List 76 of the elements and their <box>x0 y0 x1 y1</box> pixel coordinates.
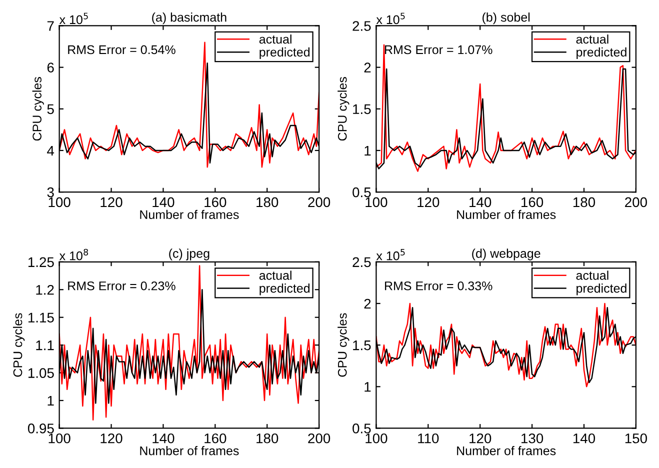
legend-label: predicted <box>576 284 626 296</box>
legend-label: actual <box>259 270 292 280</box>
y-tick-label: 4 <box>47 146 54 156</box>
x-tick-label: 130 <box>522 433 544 444</box>
x-tick-label: 120 <box>418 197 440 208</box>
x-tick-label: 100 <box>366 197 388 208</box>
text: x 10$^{5}$ <box>376 12 405 24</box>
y-tick-label: 2 <box>364 62 371 72</box>
y-axis-title: CPU cycles <box>338 313 350 377</box>
y-axis-title: CPU cycles <box>338 77 350 141</box>
line-series <box>59 265 320 421</box>
legend-label: predicted <box>260 47 310 60</box>
legend-label: actual <box>576 34 608 44</box>
text: x 10$^{5}$ <box>376 248 405 260</box>
legend-label: actual <box>576 270 608 280</box>
x-tick-label: 150 <box>625 433 647 444</box>
text: x 10$^{5}$ <box>59 12 88 24</box>
x-axis-title: Number of frames <box>457 210 556 220</box>
x-tick-label: 200 <box>308 433 330 444</box>
y-tick-label: 1.25 <box>28 257 54 268</box>
x-tick-label: 200 <box>625 197 647 208</box>
x-tick-label: 140 <box>470 197 492 208</box>
x-tick-label: 140 <box>152 433 174 444</box>
chart-title: (a) basicmath <box>152 12 226 24</box>
x-tick-label: 110 <box>418 433 439 444</box>
y-axis-title: CPU cycles <box>32 77 44 141</box>
x-tick-label: 100 <box>48 433 70 444</box>
x-axis-title: Number of frames <box>140 210 239 220</box>
x-tick-label: 180 <box>256 197 278 208</box>
y-tick-label: 2.5 <box>352 21 371 31</box>
y-axis-title: CPU cycles <box>12 313 25 377</box>
x-tick-label: 120 <box>100 433 122 444</box>
chart-title: (b) sobel <box>482 12 530 24</box>
y-tick-label: 2.5 <box>352 257 371 268</box>
y-tick-label: 5 <box>47 104 54 114</box>
x-tick-label: 120 <box>470 433 492 444</box>
x-tick-label: 140 <box>152 197 174 208</box>
y-tick-label: 1.5 <box>353 104 371 114</box>
y-tick-label: 6 <box>47 62 54 72</box>
chart-title: (d) webpage <box>472 248 540 260</box>
x-tick-label: 200 <box>308 197 330 208</box>
text: x 10$^{8}$ <box>59 248 88 260</box>
y-tick-label: 2 <box>364 298 371 309</box>
x-tick-label: 180 <box>256 433 278 444</box>
x-tick-label: 160 <box>204 433 226 444</box>
annotation: RMS Error = 0.33% <box>385 281 492 290</box>
y-tick-label: 1.2 <box>36 284 54 295</box>
y-tick-label: 7 <box>47 21 54 31</box>
y-tick-label: 1 <box>48 396 54 406</box>
legend-label: actual <box>259 34 292 44</box>
y-tick-label: 0.5 <box>352 424 371 434</box>
legend-label: predicted <box>576 47 626 60</box>
x-tick-label: 120 <box>100 197 122 208</box>
legend-label: predicted <box>260 284 310 296</box>
y-tick-label: 1.15 <box>28 312 54 323</box>
x-tick-label: 140 <box>573 433 596 444</box>
annotation: RMS Error = 1.07% <box>385 45 492 54</box>
x-tick-label: 160 <box>522 197 544 208</box>
x-tick-label: 160 <box>204 197 226 208</box>
y-tick-label: 1 <box>364 382 371 392</box>
x-tick-label: 100 <box>366 433 388 444</box>
x-tick-label: 100 <box>48 197 70 208</box>
x-axis-title: Number of frames <box>457 446 556 456</box>
chart-title: (c) jpeg <box>169 248 210 260</box>
x-axis-title: Number of frames <box>140 446 239 456</box>
y-tick-label: 0.5 <box>352 187 371 198</box>
y-tick-label: 1.5 <box>353 340 371 350</box>
line-series <box>376 44 636 172</box>
y-tick-label: 1.05 <box>28 368 54 378</box>
annotation: RMS Error = 0.23% <box>68 281 176 290</box>
y-tick-label: 0.95 <box>28 424 54 434</box>
y-tick-label: 1 <box>364 146 371 156</box>
y-tick-label: 3 <box>47 187 54 198</box>
annotation: RMS Error = 0.54% <box>68 45 176 54</box>
y-tick-label: 1.1 <box>36 340 54 350</box>
x-tick-label: 180 <box>573 197 596 208</box>
